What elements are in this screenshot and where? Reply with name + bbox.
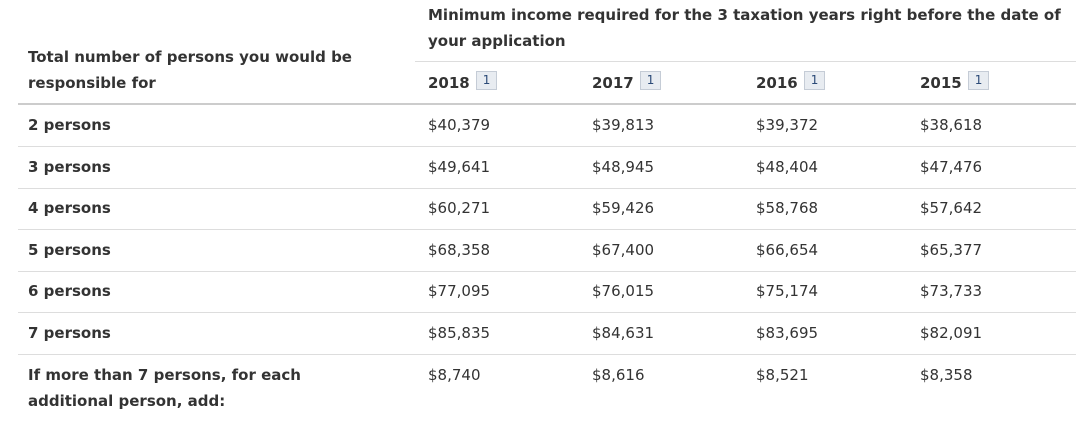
income-value: $65,377 [920,240,983,259]
row-rule [18,312,1076,314]
income-value: $58,768 [756,199,819,218]
footnote-ref: 1 [967,71,990,90]
income-value: $73,733 [920,282,983,301]
row-label: If more than 7 persons, for each additio… [28,365,301,410]
income-value: $77,095 [428,282,491,301]
income-value: $40,379 [428,116,491,134]
row-label: 2 persons [28,116,111,134]
header-rule [18,103,1076,105]
row-label: 4 persons [28,199,111,218]
year: 2017 [592,74,634,92]
income-value: $76,015 [592,282,655,301]
income-value: $82,091 [920,324,983,342]
year-header: 2018 1 [428,70,498,96]
income-value: $60,271 [428,199,491,218]
footnote-ref: 1 [639,71,662,90]
year: 2016 [756,74,798,92]
income-value: $47,476 [920,157,983,176]
year-header: 2016 1 [756,70,826,96]
row-label: 5 persons [28,240,111,259]
income-value: $68,358 [428,240,491,259]
income-value: $66,654 [756,240,819,259]
row-rule [18,354,1076,355]
group-header: Minimum income required for the 3 taxati… [428,6,1061,50]
row-rule [18,187,1076,189]
income-value: $75,174 [756,282,819,301]
income-value: $8,616 [592,365,645,384]
year-header: 2017 1 [592,70,662,96]
income-value: $49,641 [428,157,491,176]
income-value: $48,404 [756,157,819,176]
row-label: 7 persons [28,324,111,342]
footnote-ref: 1 [803,71,826,90]
year: 2015 [920,74,962,92]
row-rule [18,229,1076,231]
row-header: Total number of persons you would be res… [28,48,352,92]
row-label: 6 persons [28,282,111,301]
year: 2018 [428,74,470,92]
income-value: $85,835 [428,324,491,342]
income-value: $8,740 [428,365,481,384]
footnote-ref: 1 [475,71,498,90]
group-rule [415,61,1076,62]
income-value: $39,372 [756,116,819,134]
income-value: $57,642 [920,199,983,218]
income-value: $48,945 [592,157,655,176]
income-value: $59,426 [592,199,655,218]
income-value: $83,695 [756,324,819,342]
row-label: 3 persons [28,157,111,176]
income-value: $67,400 [592,240,655,259]
income-value: $84,631 [592,324,655,342]
income-value: $8,358 [920,365,973,384]
row-rule [18,146,1076,147]
income-value: $38,618 [920,116,983,134]
income-value: $8,521 [756,365,809,384]
income-value: $39,813 [592,116,655,134]
row-rule [18,270,1076,272]
year-header: 2015 1 [920,70,990,96]
